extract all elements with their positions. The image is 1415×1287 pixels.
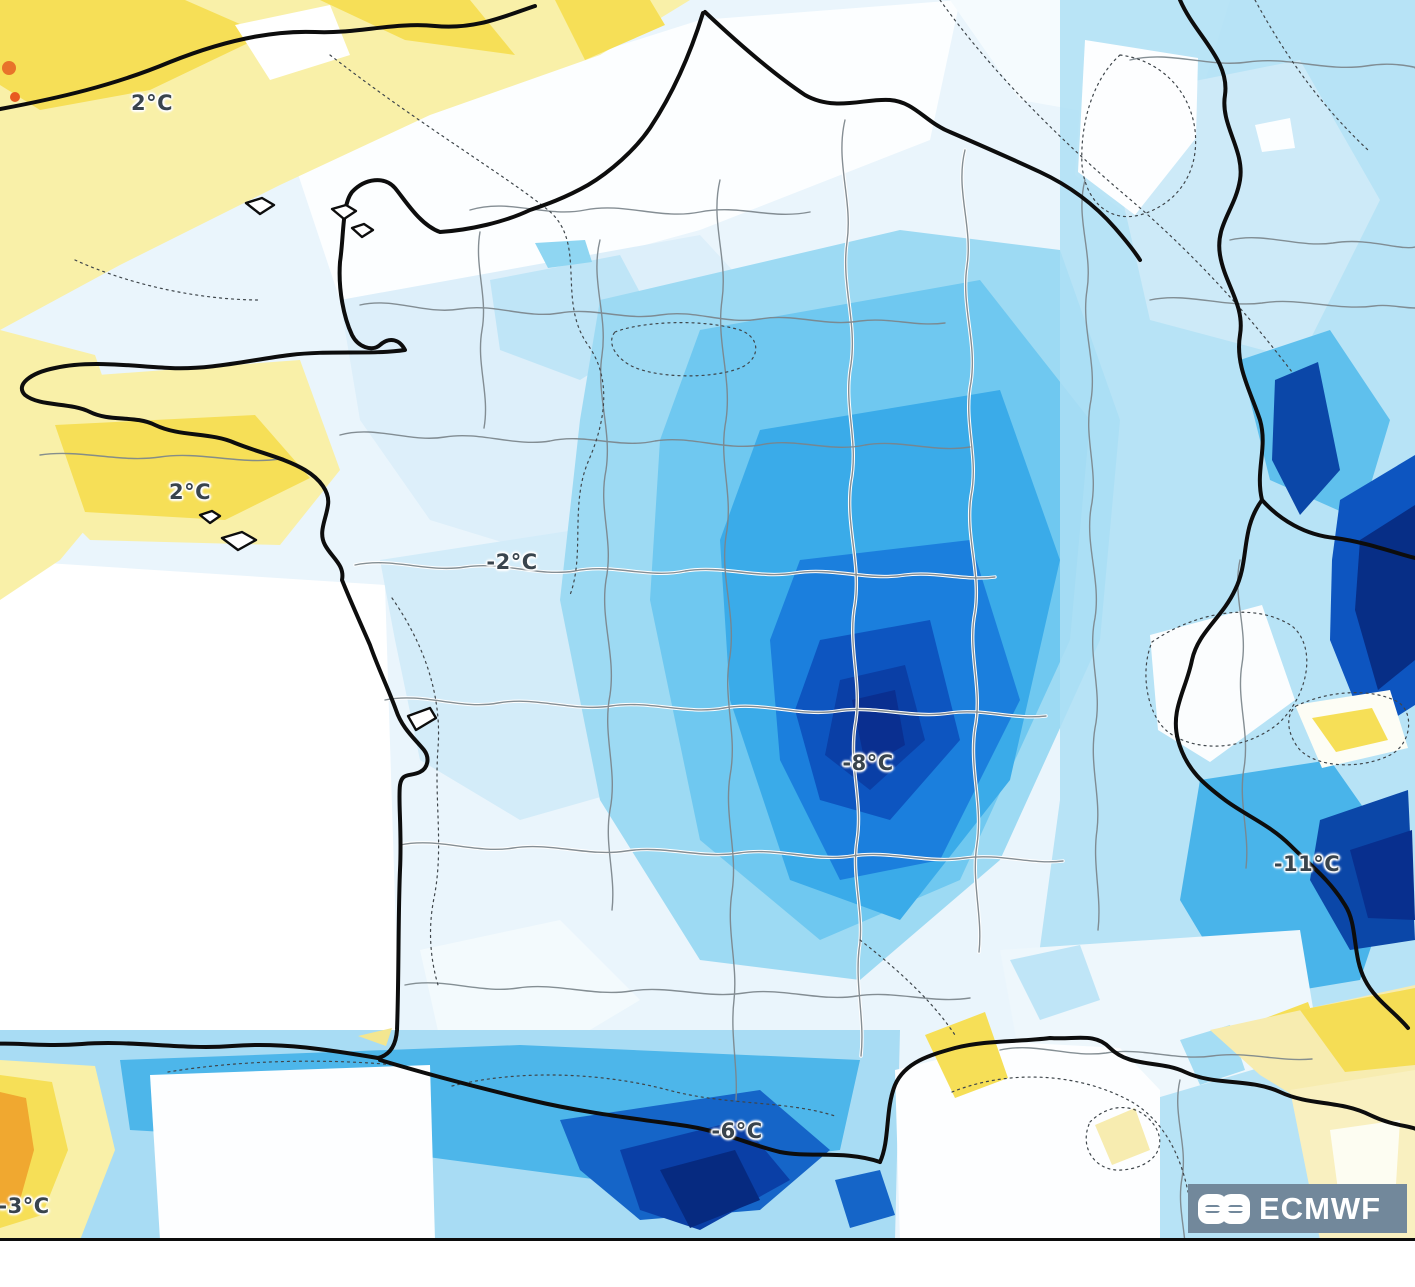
temp-label: 2°C bbox=[168, 480, 212, 504]
temp-label: -6°C bbox=[711, 1119, 763, 1143]
map-bottom-border bbox=[0, 1238, 1415, 1241]
ecmwf-logo: ECMWF bbox=[1188, 1184, 1407, 1233]
temp-label: -8°C bbox=[842, 751, 894, 775]
temperature-anomaly-map bbox=[0, 0, 1415, 1241]
temp-label: -3°C bbox=[0, 1194, 50, 1218]
map-canvas: 2°C 2°C -2°C -8°C -11°C -6°C -3°C ECMWF bbox=[0, 0, 1415, 1241]
ecmwf-logo-text: ECMWF bbox=[1259, 1190, 1382, 1226]
ecmwf-logo-icon bbox=[1198, 1193, 1250, 1224]
temp-label: -11°C bbox=[1273, 852, 1341, 876]
temp-label: 2°C bbox=[130, 91, 174, 115]
temp-label: -2°C bbox=[486, 550, 538, 574]
footer: -32-24-16-808162432 -11.10 °C 4.40 °C ZI… bbox=[0, 1241, 1415, 1287]
